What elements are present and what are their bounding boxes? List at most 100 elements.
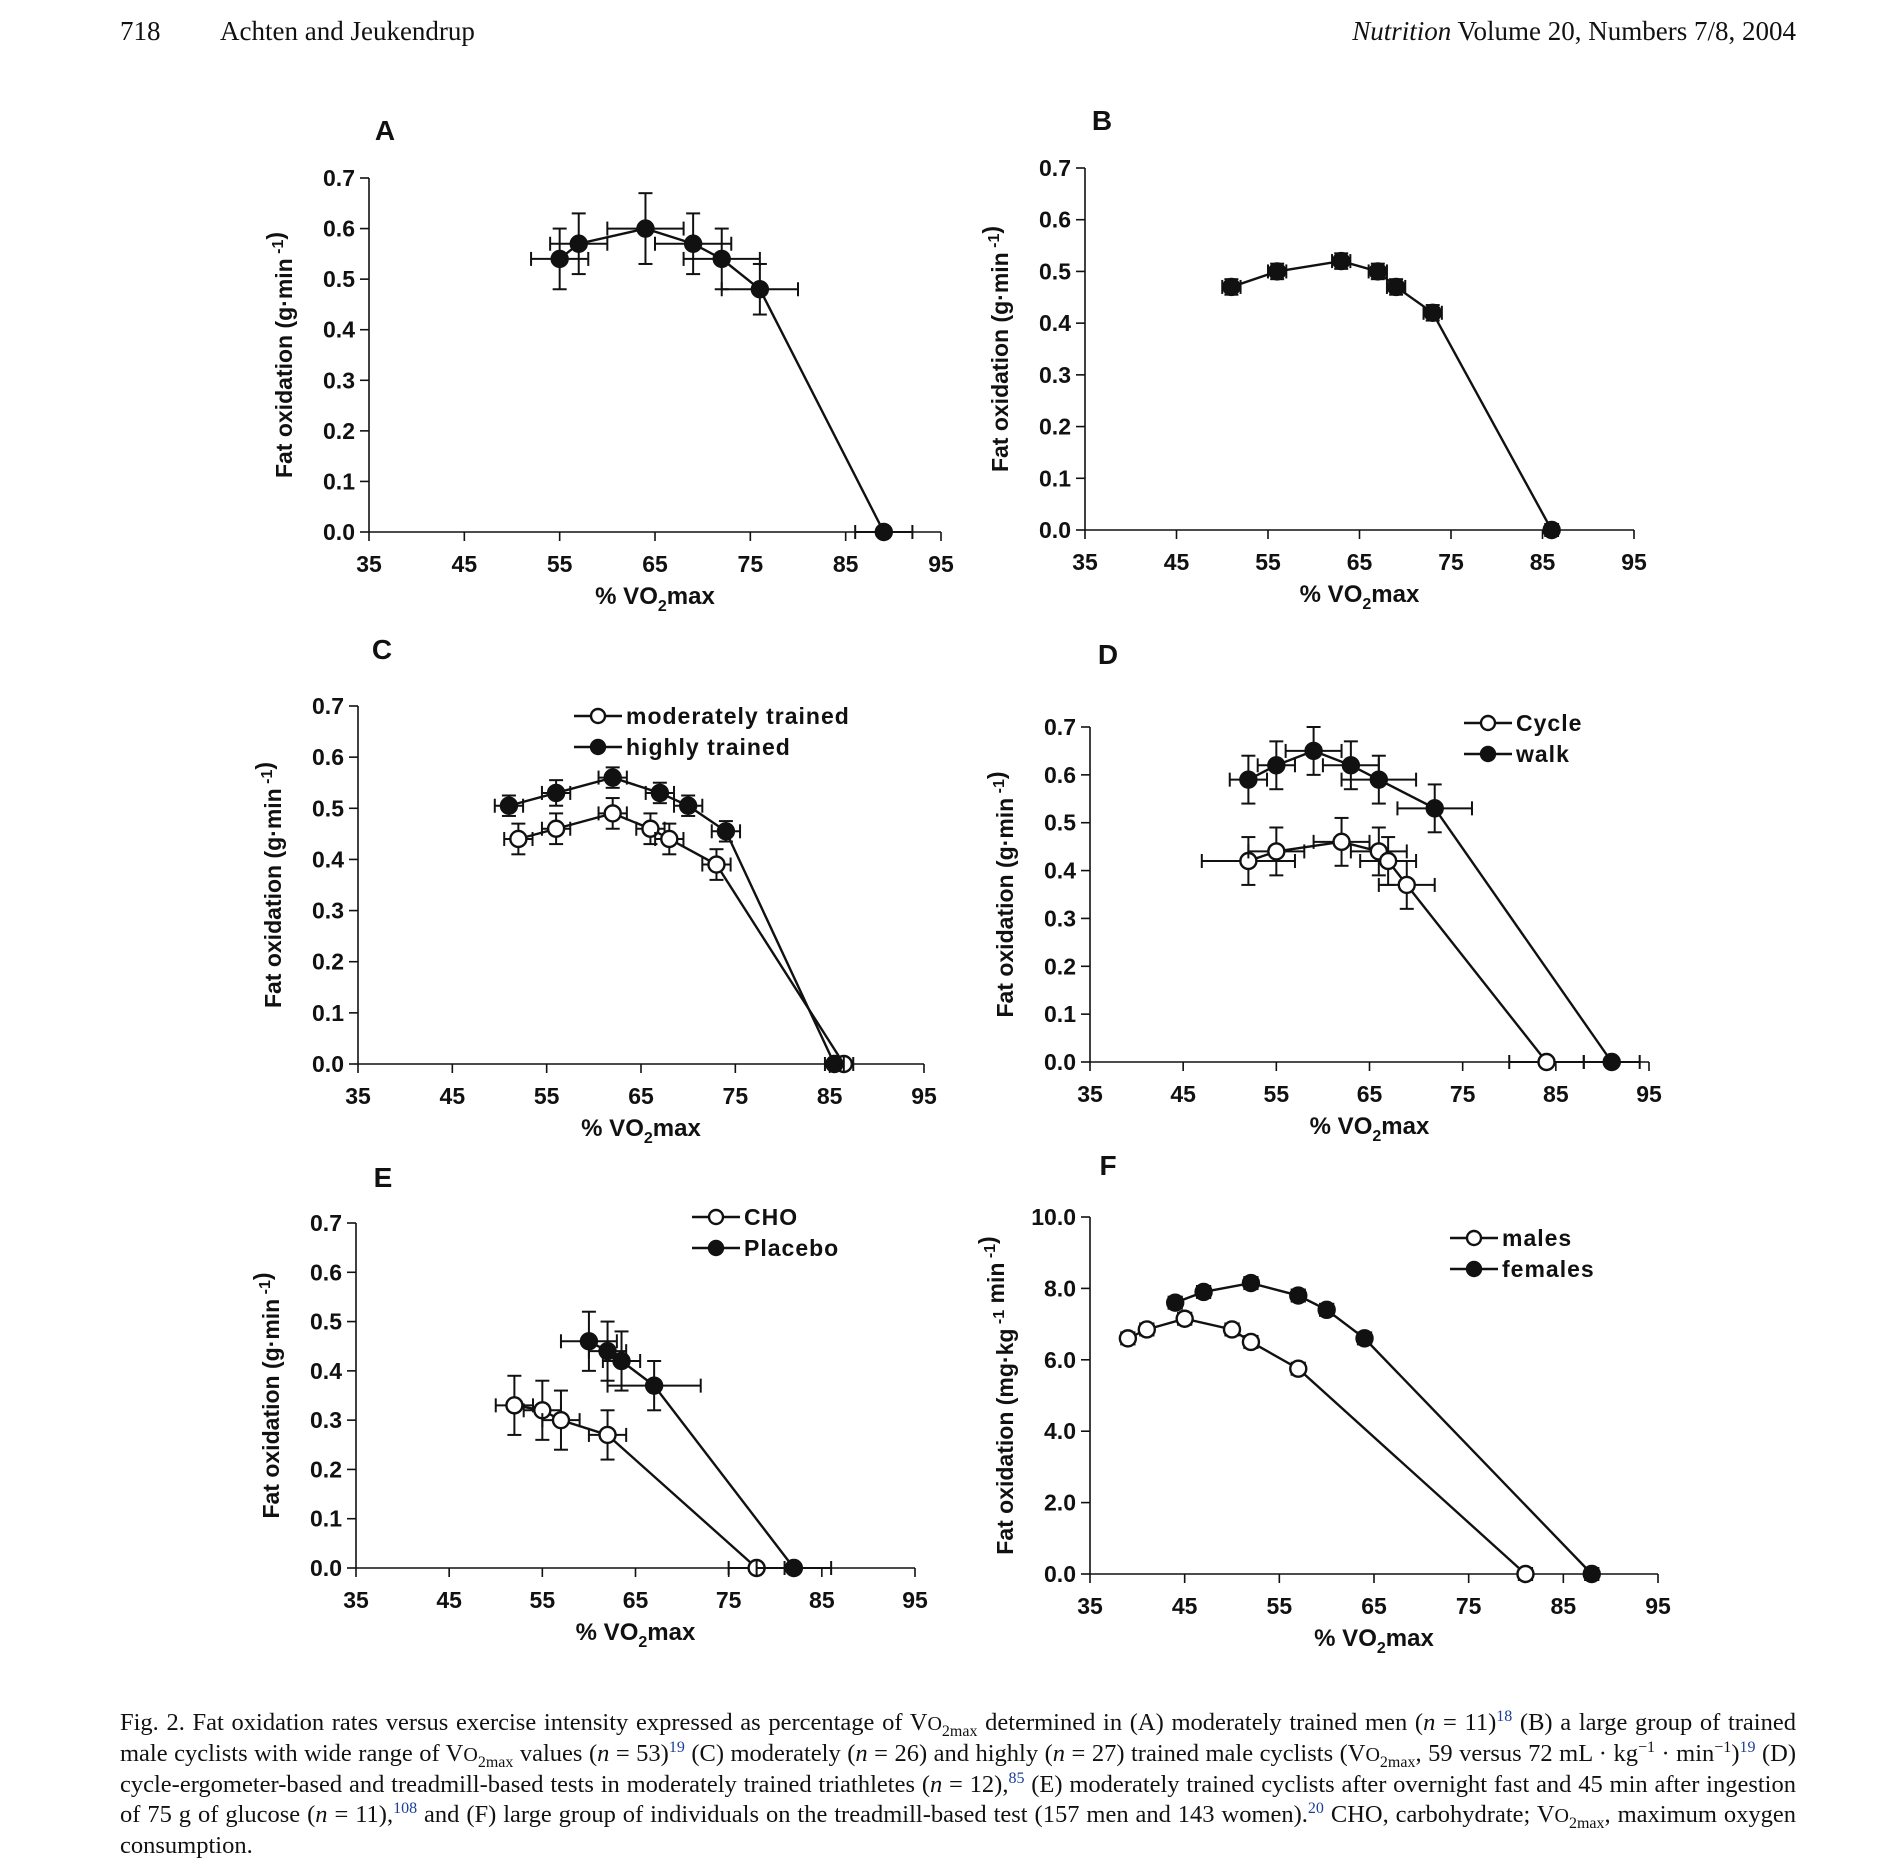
page-header: 718 Achten and Jeukendrup Nutrition Volu… bbox=[120, 16, 1796, 56]
data-point bbox=[650, 783, 670, 803]
legend-entry: CHO bbox=[692, 1204, 798, 1230]
y-tick-label: 0.0 bbox=[323, 519, 355, 545]
data-point bbox=[550, 249, 569, 269]
y-tick-label: 0.0 bbox=[1044, 1049, 1076, 1075]
x-axis-label: % VO2max bbox=[581, 1115, 701, 1147]
data-point bbox=[660, 829, 679, 849]
x-tick-label: 45 bbox=[440, 1083, 466, 1109]
data-point bbox=[603, 768, 622, 787]
data-point bbox=[678, 796, 698, 815]
citation-ref[interactable]: 19 bbox=[668, 1738, 685, 1756]
y-tick-label: 0.7 bbox=[310, 1210, 342, 1236]
x-tick-label: 95 bbox=[1636, 1081, 1662, 1107]
x-tick-label: 45 bbox=[1164, 549, 1190, 575]
series-placebo bbox=[559, 1310, 833, 1578]
legend-label: walk bbox=[1515, 741, 1570, 767]
data-point bbox=[569, 234, 588, 253]
citation-ref[interactable]: 20 bbox=[1307, 1799, 1324, 1817]
running-authors: Achten and Jeukendrup bbox=[220, 16, 475, 46]
legend-label: CHO bbox=[744, 1204, 798, 1230]
data-point bbox=[1331, 251, 1351, 271]
legend-entry: highly trained bbox=[574, 734, 791, 760]
data-point bbox=[1241, 1332, 1261, 1352]
x-tick-label: 75 bbox=[738, 551, 764, 577]
legend-label: Cycle bbox=[1516, 710, 1582, 736]
x-axis-label: % VO2max bbox=[1310, 1113, 1430, 1145]
data-point bbox=[1194, 1282, 1213, 1302]
x-tick-label: 35 bbox=[1077, 1081, 1103, 1107]
chart-panel-a: A 0.0 0.1 0.2 0.3 0.4 0.5 0.6 0.7 35 45 55 65 75 85 95%… bbox=[262, 115, 954, 615]
y-tick-label: 0.1 bbox=[1039, 465, 1071, 491]
data-point bbox=[1602, 1052, 1621, 1072]
x-tick-label: 35 bbox=[356, 551, 382, 577]
data-point bbox=[874, 522, 893, 542]
x-tick-label: 45 bbox=[436, 1587, 462, 1613]
citation-ref[interactable]: 108 bbox=[393, 1799, 418, 1817]
citation-ref[interactable]: 18 bbox=[1496, 1707, 1513, 1725]
data-point bbox=[1222, 277, 1241, 297]
x-tick-label: 75 bbox=[1456, 1593, 1482, 1619]
legend-marker bbox=[707, 1208, 725, 1226]
data-point bbox=[546, 819, 566, 838]
legend-label: moderately trained bbox=[626, 703, 850, 729]
y-tick-label: 0.6 bbox=[323, 216, 355, 242]
data-point bbox=[1267, 756, 1286, 775]
x-tick-label: 95 bbox=[928, 551, 954, 577]
data-point bbox=[716, 822, 736, 841]
y-tick-label: 0.1 bbox=[1044, 1001, 1076, 1027]
y-tick-label: 0.6 bbox=[1039, 207, 1071, 233]
legend-entry: females bbox=[1450, 1256, 1595, 1282]
x-tick-label: 85 bbox=[833, 551, 859, 577]
data-point bbox=[1304, 741, 1323, 761]
legend-label: males bbox=[1502, 1225, 1572, 1251]
x-tick-label: 75 bbox=[716, 1587, 742, 1613]
data-point bbox=[546, 783, 566, 803]
x-tick-label: 45 bbox=[1170, 1081, 1196, 1107]
legend-entry: walk bbox=[1464, 741, 1570, 767]
y-axis-label-group: Fat oxidation (g·min -1) bbox=[983, 771, 1018, 1017]
y-axis-label-group: Fat oxidation (g·min -1) bbox=[978, 226, 1013, 472]
series-females bbox=[1165, 1273, 1601, 1584]
x-tick-label: 55 bbox=[1267, 1593, 1293, 1619]
y-tick-label: 4.0 bbox=[1044, 1418, 1076, 1444]
y-tick-label: 0.2 bbox=[312, 949, 344, 975]
panel-letter: A bbox=[375, 115, 395, 146]
journal-info: Nutrition Volume 20, Numbers 7/8, 2004 bbox=[1352, 16, 1796, 47]
x-tick-label: 35 bbox=[1072, 549, 1098, 575]
data-point bbox=[1137, 1320, 1157, 1339]
series-line bbox=[514, 1404, 758, 1569]
data-point bbox=[1369, 770, 1389, 789]
y-tick-label: 0.4 bbox=[1044, 858, 1076, 884]
y-tick-label: 0.7 bbox=[1039, 155, 1071, 181]
legend-entry: moderately trained bbox=[574, 703, 850, 729]
legend-label: Placebo bbox=[744, 1235, 839, 1261]
x-tick-label: 55 bbox=[1255, 549, 1281, 575]
y-tick-label: 2.0 bbox=[1044, 1490, 1076, 1516]
data-point bbox=[1289, 1286, 1308, 1305]
data-point bbox=[598, 1425, 617, 1445]
y-axis-label-group: Fat oxidation (g·min -1) bbox=[249, 1272, 284, 1518]
legend-marker bbox=[1479, 745, 1497, 763]
y-tick-label: 0.1 bbox=[310, 1506, 342, 1532]
data-point bbox=[1222, 1320, 1242, 1339]
x-tick-label: 85 bbox=[809, 1587, 835, 1613]
legend-label: females bbox=[1502, 1256, 1595, 1282]
data-point bbox=[712, 249, 731, 269]
legend-marker bbox=[1465, 1229, 1483, 1247]
panel-letter: F bbox=[1099, 1150, 1116, 1181]
data-point bbox=[683, 234, 703, 253]
x-tick-label: 85 bbox=[1543, 1081, 1569, 1107]
x-tick-label: 75 bbox=[1450, 1081, 1476, 1107]
y-tick-label: 0.5 bbox=[1044, 810, 1076, 836]
x-tick-label: 85 bbox=[1551, 1593, 1577, 1619]
x-tick-label: 35 bbox=[343, 1587, 369, 1613]
legend-label: highly trained bbox=[626, 734, 791, 760]
x-tick-label: 65 bbox=[1347, 549, 1373, 575]
y-tick-label: 0.1 bbox=[323, 468, 355, 494]
citation-ref[interactable]: 19 bbox=[1739, 1738, 1756, 1756]
data-point bbox=[784, 1558, 804, 1578]
x-tick-label: 35 bbox=[1077, 1593, 1103, 1619]
panel-letter: C bbox=[372, 634, 392, 665]
x-axis-label: % VO2max bbox=[1300, 581, 1420, 613]
citation-ref[interactable]: 85 bbox=[1008, 1769, 1025, 1787]
